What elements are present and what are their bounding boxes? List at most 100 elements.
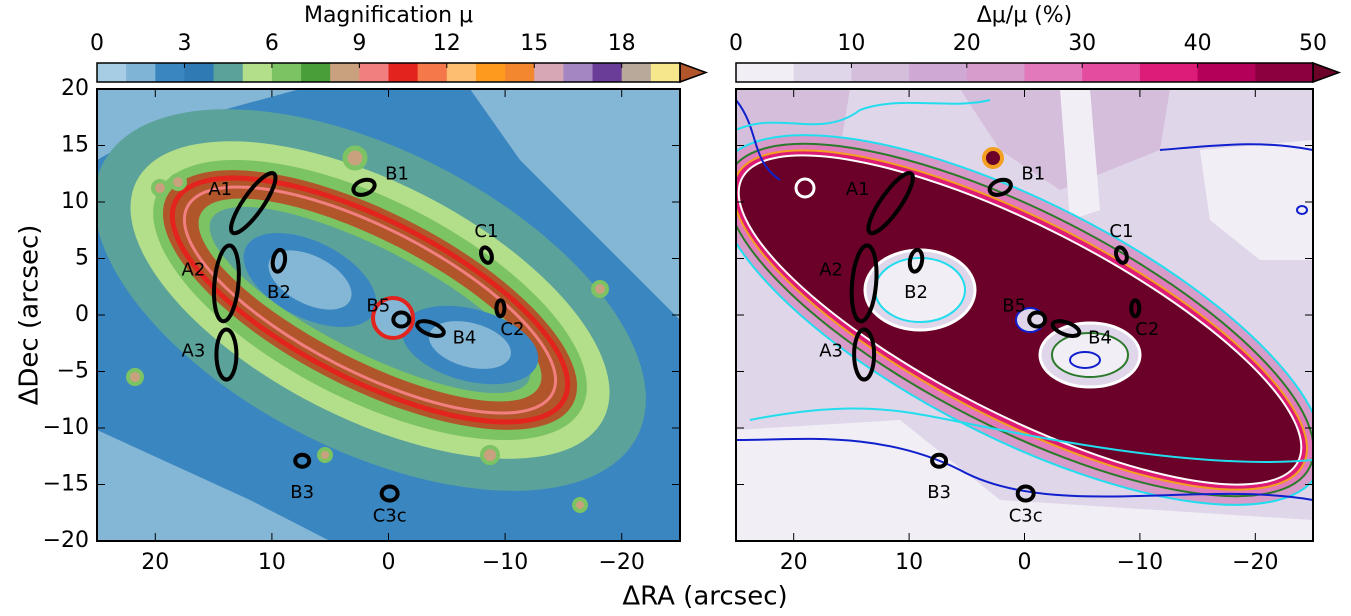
image-position — [212, 243, 241, 324]
colorbar-bin — [650, 63, 681, 82]
image-position — [907, 247, 925, 274]
x-tick-label: 20 — [780, 550, 808, 575]
image-position — [379, 484, 400, 503]
image-position — [270, 247, 288, 274]
image-position — [391, 310, 412, 329]
colorbar-bin — [1024, 63, 1083, 82]
image-position — [479, 245, 494, 265]
y-tick-label: 15 — [61, 133, 89, 158]
colorbar-frame — [735, 62, 1314, 83]
image-position — [1015, 484, 1036, 503]
y-tick-label: −5 — [57, 359, 89, 384]
colorbar-bin — [851, 63, 910, 82]
image-position — [494, 298, 507, 319]
image-position — [852, 327, 877, 382]
colorbar-bin — [736, 63, 795, 82]
image-label: C2 — [1135, 319, 1159, 340]
x-tick-label: −10 — [482, 550, 528, 575]
colorbar-bin — [505, 63, 535, 82]
colorbar-bin — [271, 63, 302, 82]
x-tick-label: 20 — [141, 550, 169, 575]
colorbar-extension — [1312, 61, 1342, 84]
colorbar-tick-label: 3 — [177, 31, 191, 56]
image-label: B2 — [904, 282, 928, 303]
colorbar-tick-label: 6 — [265, 31, 279, 56]
colorbar-bin — [126, 63, 156, 82]
image-label: B5 — [1002, 296, 1026, 317]
x-tick-label: −10 — [1117, 550, 1163, 575]
y-tick-label: −10 — [43, 415, 89, 440]
image-label: A1 — [208, 179, 232, 200]
image-label: B3 — [290, 482, 314, 503]
image-label: B5 — [366, 296, 390, 317]
image-position — [214, 327, 239, 382]
image-position — [415, 319, 446, 338]
image-label: C3c — [1009, 506, 1043, 527]
image-label: C2 — [500, 319, 524, 340]
colorbar-bin — [563, 63, 594, 82]
colorbar-bin — [909, 63, 968, 82]
image-label: A3 — [182, 341, 206, 362]
colorbar-bin — [359, 63, 389, 82]
colorbar-bin — [592, 63, 623, 82]
x-tick-label: −20 — [1232, 550, 1278, 575]
image-label: B1 — [1021, 163, 1045, 184]
y-tick-label: 20 — [61, 76, 89, 101]
colorbar-bin — [1139, 63, 1199, 82]
image-label: A2 — [182, 259, 206, 280]
y-tick-label: 5 — [75, 246, 89, 271]
colorbar-extension — [679, 61, 709, 84]
image-label: A2 — [819, 259, 843, 280]
colorbar-bin — [213, 63, 244, 82]
colorbar-bin — [475, 63, 506, 82]
colorbar-bin — [1255, 63, 1314, 82]
image-position — [293, 452, 312, 469]
y-tick-label: 0 — [75, 302, 89, 327]
colorbar-bin — [793, 63, 852, 82]
error-map — [736, 89, 1313, 541]
colorbar-bin — [621, 63, 652, 82]
x-tick-label: 10 — [895, 550, 923, 575]
image-position — [1027, 310, 1048, 329]
colorbar-bin — [417, 63, 448, 82]
colorbar-bin — [966, 63, 1025, 82]
colorbar-bin — [301, 63, 331, 82]
image-position — [1113, 245, 1129, 265]
colorbar-bin — [1082, 63, 1141, 82]
y-axis-label: ΔDec (arcsec) — [15, 225, 45, 406]
colorbar-label: Magnification μ — [304, 3, 473, 28]
image-label: C1 — [1109, 221, 1133, 242]
colorbar-tick-label: 9 — [352, 31, 366, 56]
image-position — [351, 177, 377, 197]
image-label: B4 — [453, 328, 477, 349]
colorbar-tick-label: 20 — [953, 31, 981, 56]
image-label: A1 — [846, 179, 870, 200]
x-axis-label: ΔRA (arcsec) — [622, 582, 787, 612]
image-position — [229, 171, 278, 236]
colorbar-bin — [330, 63, 360, 82]
image-label: B4 — [1088, 328, 1112, 349]
colorbar-tick-label: 50 — [1299, 31, 1327, 56]
colorbar-tick-label: 12 — [433, 31, 461, 56]
colorbar-bin — [97, 63, 127, 82]
x-tick-label: −20 — [598, 550, 644, 575]
colorbar-label: Δμ/μ (%) — [977, 3, 1073, 28]
colorbar-tick-label: 15 — [520, 31, 548, 56]
image-label: C3c — [373, 506, 407, 527]
image-label: C1 — [474, 221, 498, 242]
x-tick-label: 0 — [382, 550, 396, 575]
colorbar-bin — [242, 63, 273, 82]
colorbar-tick-label: 10 — [837, 31, 865, 56]
colorbar-bin — [184, 63, 215, 82]
y-tick-label: −15 — [43, 472, 89, 497]
image-label: A3 — [819, 341, 843, 362]
x-tick-label: 10 — [258, 550, 286, 575]
colorbar-tick-label: 0 — [729, 31, 743, 56]
image-position — [930, 452, 949, 469]
image-position — [1050, 319, 1082, 338]
image-label: B3 — [927, 482, 951, 503]
colorbar-bin — [446, 63, 477, 82]
colorbar-bin — [155, 63, 185, 82]
colorbar-bin — [534, 63, 564, 82]
